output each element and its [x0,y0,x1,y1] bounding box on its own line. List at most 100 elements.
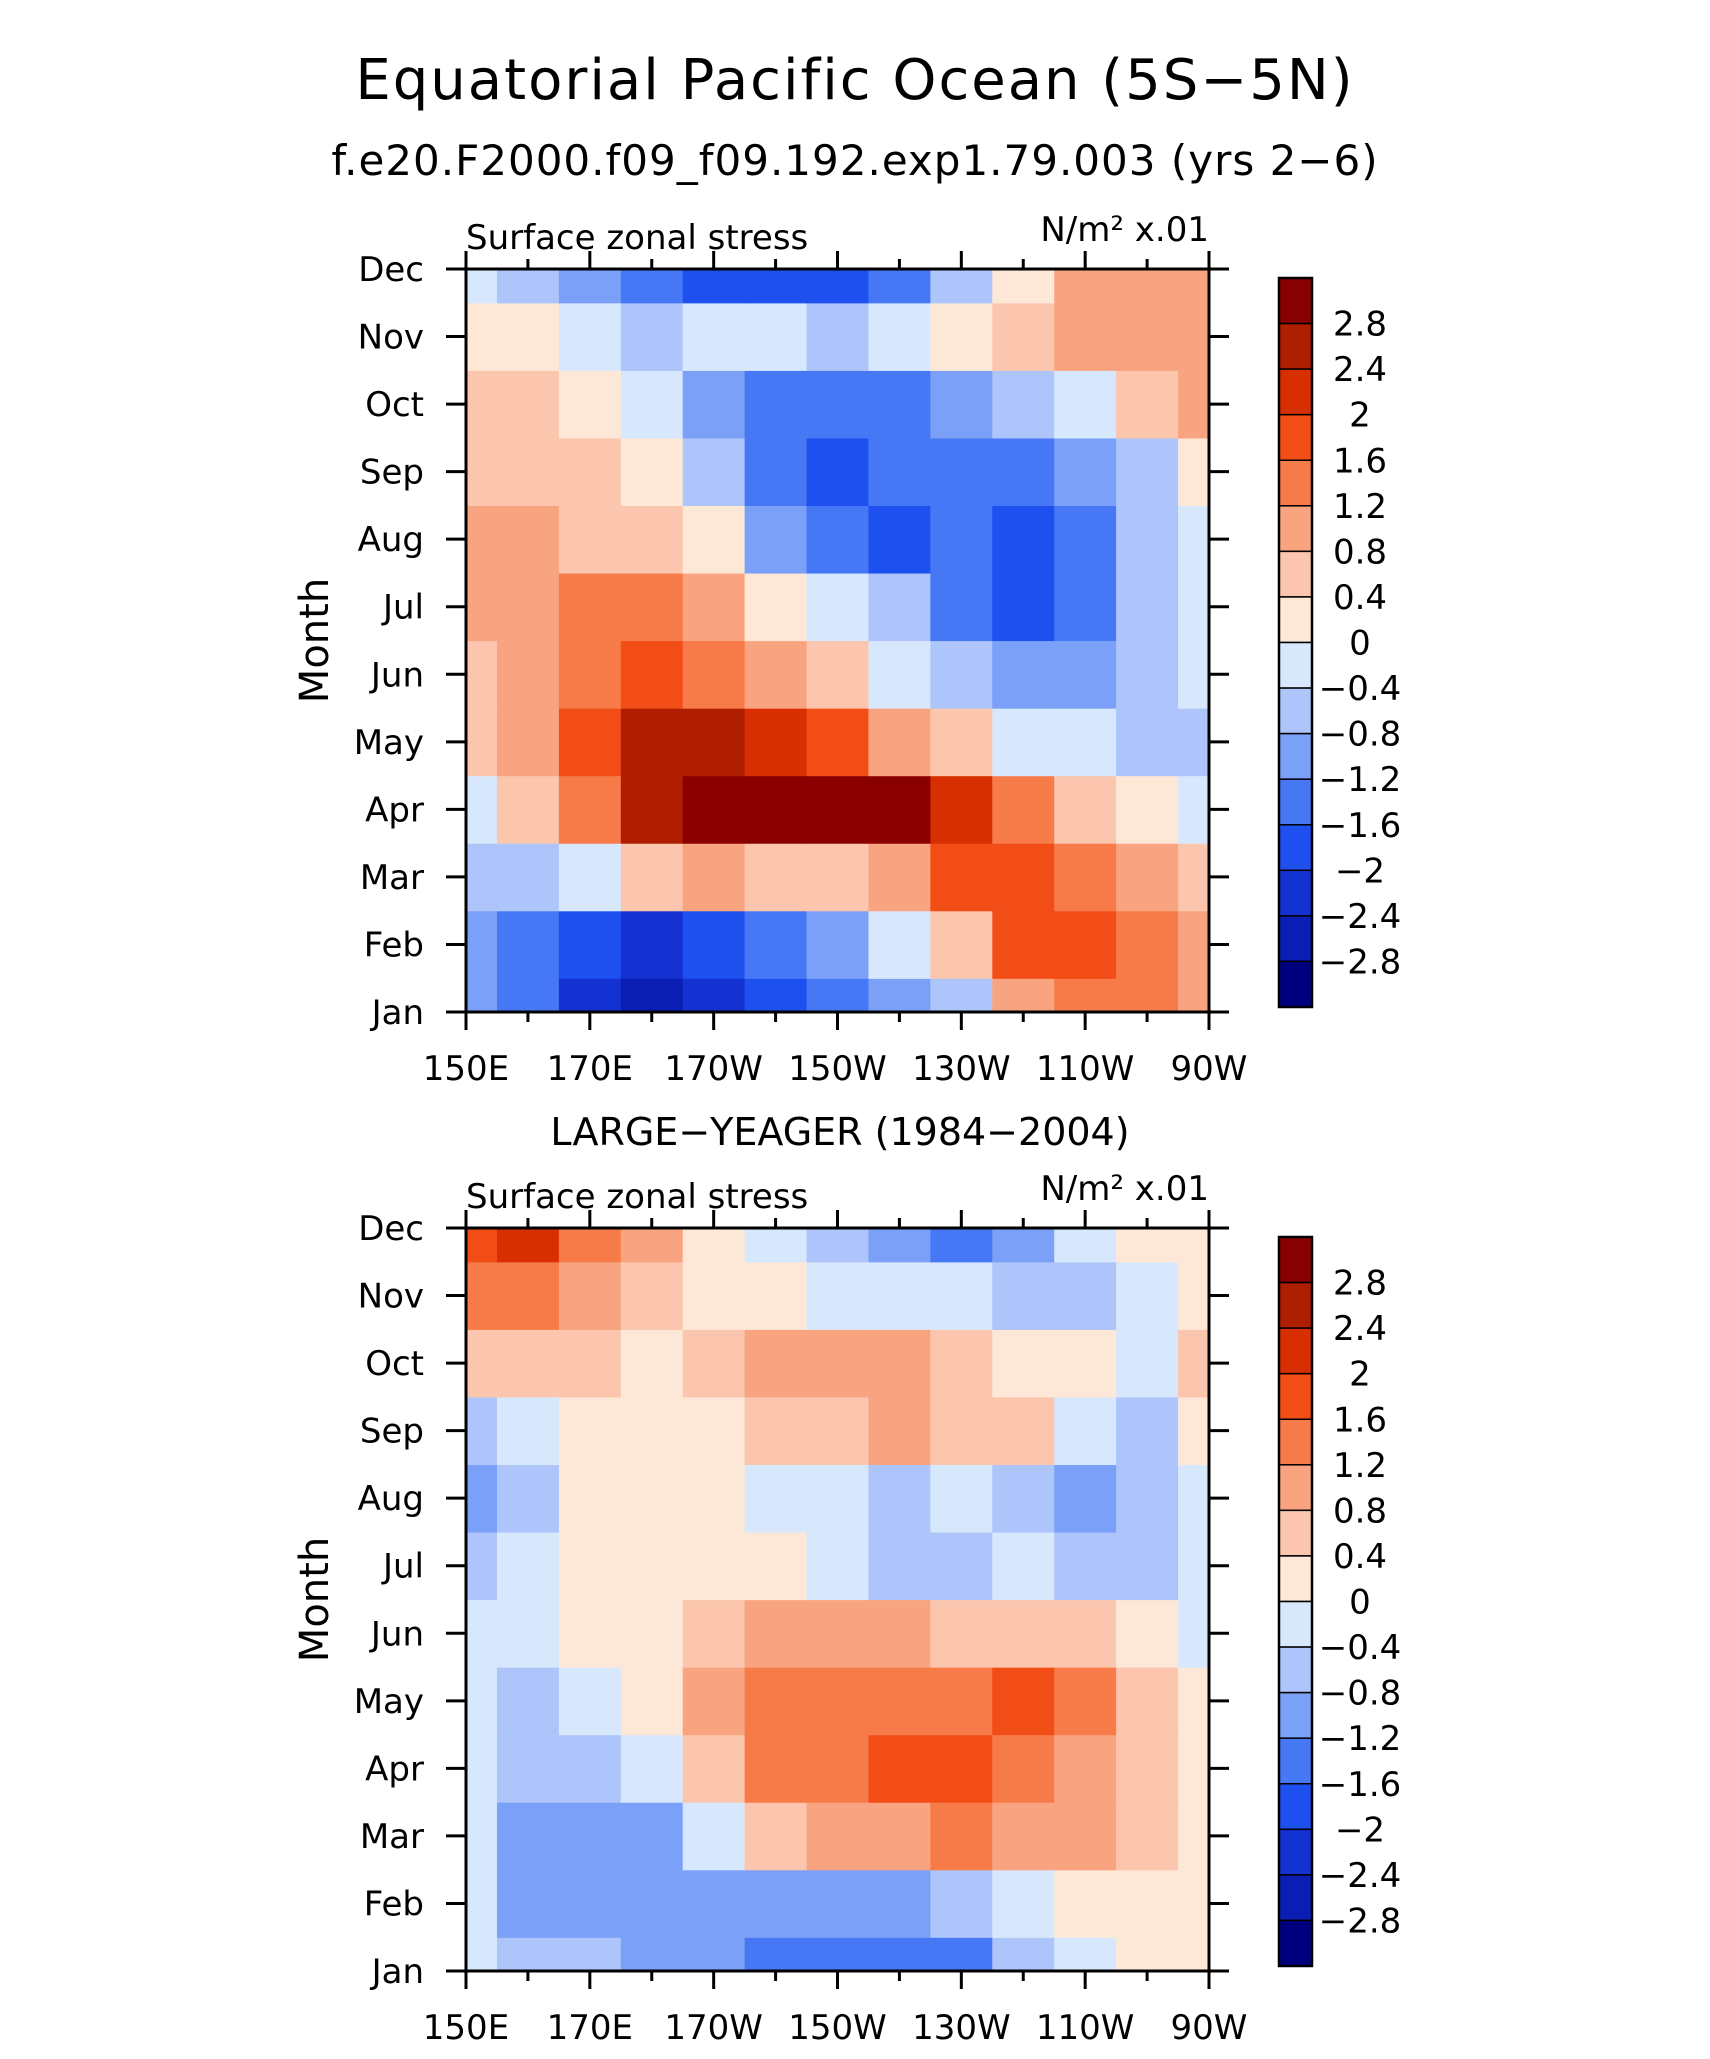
field-cell [1178,302,1210,371]
colorbar-label: 0.4 [1333,578,1387,618]
y-tick-label: May [354,723,424,763]
colorbar-label: 2 [1349,1355,1371,1395]
field-cell [558,572,622,642]
field-cell [496,640,560,709]
field-cell [868,1396,931,1466]
field-cell [744,1228,808,1263]
x-tick-label: 170W [664,2008,763,2048]
field-cell [930,1261,993,1330]
field-cell [496,708,560,777]
field-cell [806,1261,870,1330]
field-cell [1054,1937,1117,1972]
y-tick-label: Jun [369,655,424,695]
field-cell [466,505,498,574]
field-cell [1116,269,1179,304]
field-cell [496,1937,560,1972]
field-cell [992,269,1055,304]
y-tick-label: Jan [370,1952,424,1992]
field-cells [466,1228,1210,1972]
field-cell [620,1667,684,1736]
colorbar-swatch [1278,869,1313,917]
field-cell [1116,437,1179,507]
colorbar-label: −1.6 [1319,806,1402,846]
colorbar-swatch [1278,687,1313,735]
y-tick-label: Dec [358,250,424,290]
field-cell [930,505,993,574]
field-cell [620,572,684,642]
field-cell [868,370,931,439]
colorbar-swatch [1278,1555,1313,1603]
colorbar-swatch [1278,550,1313,598]
field-cell [992,1937,1055,1972]
field-cell [466,1531,498,1601]
field-cell [682,437,746,507]
field-cell [1054,505,1117,574]
field-cell [806,269,870,304]
field-cell [620,370,684,439]
colorbar-swatch [1278,1372,1313,1420]
y-tick-label: Dec [358,1209,424,1249]
field-cell [1054,1396,1117,1466]
field-cell [992,505,1055,574]
field-cell [930,1599,993,1668]
colorbar-label: −0.4 [1319,669,1402,709]
field-cell [744,910,808,979]
field-cell [496,370,560,439]
field-cell [496,437,560,507]
field-cell [682,1261,746,1330]
x-tick-label: 170E [547,2008,633,2048]
y-tick-label: Feb [364,925,424,965]
field-cell [1116,1396,1179,1466]
x-tick-label: 150E [423,2008,509,2048]
field-cell [620,1329,684,1398]
field-cell [682,1802,746,1871]
field-cell [1178,437,1210,507]
field-cell [682,572,746,642]
field-cell [558,1464,622,1533]
field-cell [496,1261,560,1330]
field-cell [620,708,684,777]
field-cell [806,1464,870,1533]
field-cell [806,1667,870,1736]
field-cell [930,1531,993,1601]
field-cell [1054,910,1117,979]
field-cell [992,1531,1055,1601]
x-tick-label: 110W [1036,1049,1135,1089]
field-cell [682,1464,746,1533]
field-cell [744,437,808,507]
y-tick-label: Oct [365,385,424,425]
field-cell [806,978,870,1013]
colorbar-frame [1277,276,1314,1009]
colorbar-label: 2.8 [1333,305,1387,345]
field-cell [496,1667,560,1736]
field-cell [744,708,808,777]
field-cell [1178,640,1210,709]
field-cell [992,370,1055,439]
colorbar-swatch [1278,732,1313,780]
field-cell [868,1869,931,1938]
field-cell [930,572,993,642]
field-cell [930,708,993,777]
x-tick-label: 150W [788,2008,887,2048]
field-cell [806,775,870,844]
field-cell [930,1802,993,1871]
field-cell [620,1531,684,1601]
colorbar-swatch [1278,641,1313,689]
field-cell [558,910,622,979]
colorbar-swatch [1278,368,1313,416]
field-cell [868,775,931,844]
field-cell [1178,1329,1210,1398]
field-cell [868,1667,931,1736]
field-cell [1116,1464,1179,1533]
field-cell [466,572,498,642]
field-cell [682,1869,746,1938]
field-cell [806,1937,870,1972]
field-cell [1116,978,1179,1013]
model-panel: 150E 170E 170W 150W 130W 110W 90W Jan Feb Mar Apr M… [292,210,1402,1089]
field-cell [620,1734,684,1803]
field-cell [466,1228,498,1263]
field-cell [682,1667,746,1736]
colorbar-swatch [1278,824,1313,872]
field-cell [868,302,931,371]
field-cell [1178,1396,1210,1466]
